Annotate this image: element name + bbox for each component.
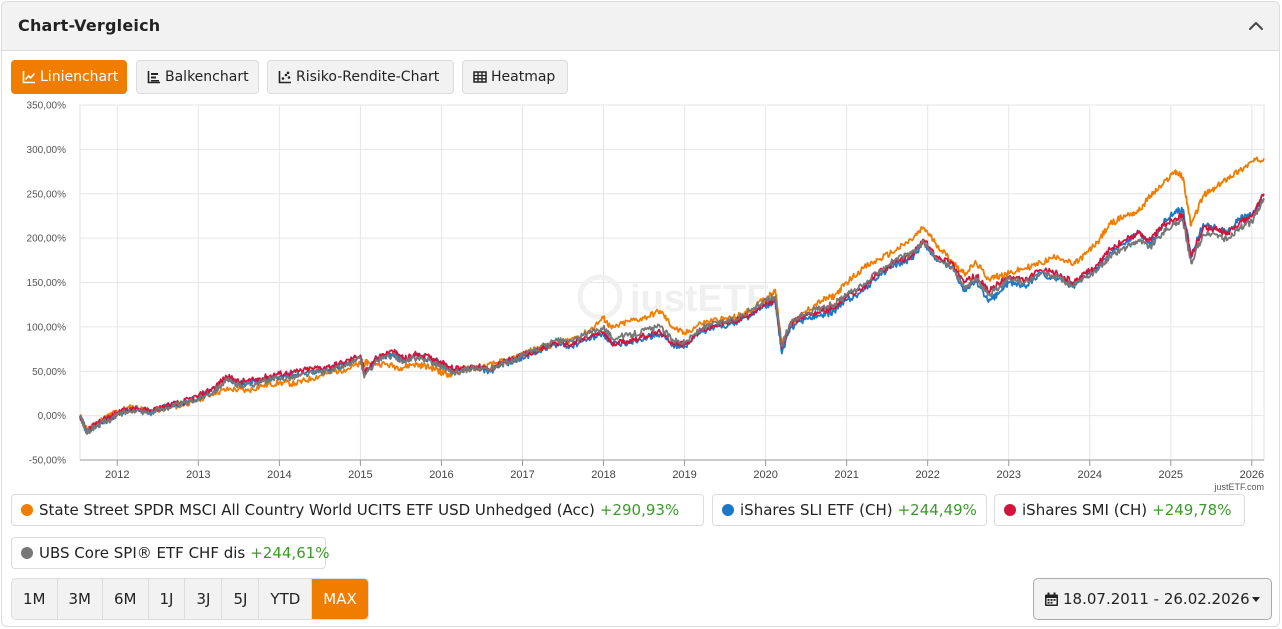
period-5j[interactable]: 5J xyxy=(222,579,260,619)
calendar-icon xyxy=(1045,592,1058,606)
x-tick-label: 2018 xyxy=(591,469,615,481)
x-tick-label: 2025 xyxy=(1159,469,1183,481)
tab-label: Balkenchart xyxy=(165,69,249,85)
y-tick-label: 150,00% xyxy=(27,278,67,289)
x-tick-label: 2013 xyxy=(186,469,210,481)
legend-performance: +290,93% xyxy=(599,501,680,519)
tab-label: Heatmap xyxy=(491,69,556,85)
date-range-label: 18.07.2011 - 26.02.2026 xyxy=(1063,590,1250,608)
x-tick-label: 2026 xyxy=(1240,469,1264,481)
legend-item-spdr-acwi[interactable]: State Street SPDR MSCI All Country World… xyxy=(11,494,704,526)
x-tick-label: 2024 xyxy=(1078,469,1102,481)
tab-linienchart[interactable]: Linienchart xyxy=(11,60,127,94)
x-tick-label: 2014 xyxy=(267,469,291,481)
period-6m[interactable]: 6M xyxy=(103,579,149,619)
y-tick-label: 350,00% xyxy=(27,101,67,112)
period-3j[interactable]: 3J xyxy=(185,579,223,619)
x-tick-label: 2016 xyxy=(429,469,453,481)
tab-risiko-rendite-chart[interactable]: Risiko-Rendite-Chart xyxy=(267,60,454,94)
x-tick-label: 2023 xyxy=(996,469,1020,481)
series-line-3 xyxy=(79,197,1265,435)
legend-item-ishares-sli[interactable]: iShares SLI ETF (CH) +244,49% xyxy=(712,494,987,526)
line-chart-icon xyxy=(22,71,36,84)
x-tick-label: 2020 xyxy=(753,469,777,481)
legend-dot xyxy=(21,504,33,516)
chevron-up-icon[interactable] xyxy=(1247,17,1265,35)
series-line-0 xyxy=(79,156,1265,431)
legend-item-ubs-spi[interactable]: UBS Core SPI® ETF CHF dis +244,61% xyxy=(11,537,330,569)
legend-dot xyxy=(1004,504,1016,516)
legend-performance: +249,78% xyxy=(1152,501,1232,519)
tab-label: Risiko-Rendite-Chart xyxy=(296,69,440,85)
legend-dot xyxy=(722,504,734,516)
legend-label: iShares SLI ETF (CH) xyxy=(740,501,893,519)
card-title: Chart-Vergleich xyxy=(18,16,161,35)
period-max[interactable]: MAX xyxy=(312,579,368,619)
card-header: Chart-Vergleich xyxy=(2,2,1279,51)
period-ytd[interactable]: YTD xyxy=(259,579,313,619)
date-range-picker[interactable]: 18.07.2011 - 26.02.2026 xyxy=(1033,578,1272,620)
legend-performance: +244,49% xyxy=(897,501,977,519)
chart-series xyxy=(79,156,1265,435)
tab-balkenchart[interactable]: Balkenchart xyxy=(136,60,259,94)
chart-canvas: justETF -50,00%0,00%50,00%100,00%150,00%… xyxy=(27,101,1265,492)
y-tick-label: 0,00% xyxy=(38,411,66,422)
bar-chart-icon xyxy=(147,71,160,84)
y-tick-label: 100,00% xyxy=(27,322,67,333)
y-tick-label: 250,00% xyxy=(27,189,67,200)
table-icon xyxy=(473,71,487,83)
tab-heatmap[interactable]: Heatmap xyxy=(462,60,568,94)
period-1j[interactable]: 1J xyxy=(148,579,186,619)
legend-label: UBS Core SPI® ETF CHF dis xyxy=(39,544,246,562)
legend-label: State Street SPDR MSCI All Country World… xyxy=(39,501,595,519)
scatter-chart-icon xyxy=(278,71,291,84)
x-tick-label: 2021 xyxy=(834,469,858,481)
legend-dot xyxy=(21,547,33,559)
y-tick-label: -50,00% xyxy=(29,456,66,467)
period-1m[interactable]: 1M xyxy=(12,579,58,619)
x-tick-label: 2015 xyxy=(348,469,372,481)
y-tick-label: 50,00% xyxy=(32,367,66,378)
chart-axes: -50,00% 0,00% 50,00% 100,00% 150,00% 200,00% 2… xyxy=(27,101,1265,482)
y-tick-label: 200,00% xyxy=(27,234,67,245)
caret-down-icon xyxy=(1252,597,1260,602)
x-tick-label: 2012 xyxy=(105,469,129,481)
period-3m[interactable]: 3M xyxy=(57,579,103,619)
legend-label: iShares SMI (CH) xyxy=(1022,501,1148,519)
x-tick-label: 2019 xyxy=(672,469,696,481)
legend-item-ishares-smi[interactable]: iShares SMI (CH) +249,78% xyxy=(994,494,1245,526)
x-tick-label: 2022 xyxy=(915,469,939,481)
period-selector: 1M 3M 6M 1J 3J 5J YTD MAX xyxy=(11,578,369,620)
x-tick-label: 2017 xyxy=(510,469,534,481)
chart-credit: justETF.com xyxy=(1213,482,1264,492)
legend-performance: +244,61% xyxy=(250,544,330,562)
line-chart: justETF -50,00% 0,00% 50,00% 100,00% 150,00%… xyxy=(2,97,1279,492)
tab-label: Linienchart xyxy=(40,69,119,85)
y-tick-label: 300,00% xyxy=(27,145,67,156)
